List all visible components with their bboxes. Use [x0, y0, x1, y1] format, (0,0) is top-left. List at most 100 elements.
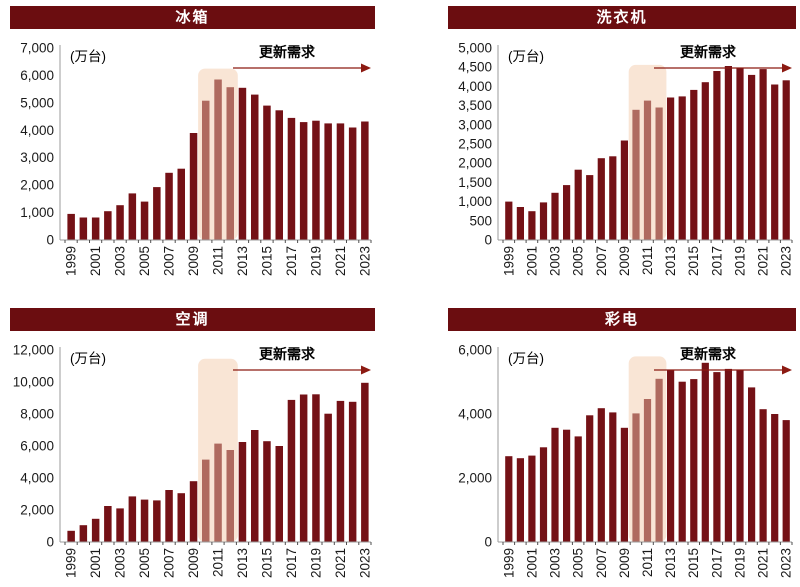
y-tick-label: 1,500 [458, 175, 492, 190]
chart-panel-washing-machine: 洗衣机 0 500 1,000 1,500 2,000 2,500 3,000 3,500 4,… [400, 0, 800, 294]
bar-2023 [361, 382, 369, 542]
bar-2015 [263, 105, 271, 240]
x-tick-label: 2017 [284, 548, 299, 578]
bar-2002 [539, 447, 548, 542]
x-tick-label: 2005 [571, 548, 586, 578]
bar-2005 [140, 499, 149, 542]
chart-panel-color-tv: 彩电 0 2,000 4,000 6,000 1999 2001 2003 2005 2007 2… [400, 294, 800, 587]
x-tick-label: 2009 [617, 246, 632, 276]
bar-2013 [667, 97, 675, 240]
bar-2010 [202, 100, 210, 240]
annotation-arrow-head [782, 365, 792, 375]
bar-2004 [563, 185, 571, 240]
x-tick-label: 2011 [211, 246, 226, 275]
y-tick-label: 4,000 [458, 407, 492, 422]
bar-2023 [782, 420, 790, 542]
bar-2003 [551, 192, 559, 240]
x-tick-label: 2021 [756, 246, 771, 276]
bar-2000 [79, 217, 88, 240]
chart-panel-refrigerator: 冰箱 0 1,000 2,000 3,000 4,000 5,000 6,000 7,000 1… [0, 0, 400, 294]
y-tick-label: 0 [46, 233, 54, 248]
bar-2017 [713, 372, 721, 542]
bar-2007 [597, 408, 605, 542]
x-tick-label: 2021 [333, 246, 348, 276]
x-tick-label: 2013 [663, 548, 678, 578]
bar-2014 [251, 430, 259, 542]
annotation-label: 更新需求 [680, 44, 737, 60]
x-tick-label: 2013 [235, 548, 250, 578]
x-tick-label: 1999 [64, 246, 79, 276]
y-tick-label: 4,500 [458, 60, 492, 75]
bar-2016 [701, 82, 709, 240]
bar-2007 [165, 172, 173, 240]
bar-2001 [91, 217, 100, 240]
x-tick-label: 2021 [756, 548, 771, 578]
y-tick-label: 5,000 [458, 41, 492, 56]
bar-2006 [586, 175, 594, 240]
bar-2011 [214, 79, 222, 240]
x-tick-label: 2007 [162, 246, 177, 276]
x-tick-label: 2023 [357, 548, 372, 578]
bar-2015 [690, 89, 698, 241]
bar-2007 [165, 490, 173, 542]
bar-2019 [312, 120, 320, 240]
y-tick-label: 4,000 [20, 471, 54, 486]
y-tick-label: 3,000 [458, 117, 492, 132]
annotation-label: 更新需求 [680, 346, 737, 362]
x-tick-label: 2009 [617, 548, 632, 578]
bar-2000 [79, 525, 88, 542]
chart-title-color-tv: 彩电 [448, 308, 796, 331]
bar-2011 [214, 443, 222, 542]
bar-2017 [287, 117, 296, 240]
annotation-arrow-head [361, 63, 371, 73]
bar-2007 [597, 158, 605, 240]
bar-2004 [128, 496, 137, 542]
bar-2001 [91, 518, 100, 542]
bar-2008 [177, 493, 185, 542]
bar-2023 [782, 80, 790, 240]
bar-2010 [632, 109, 640, 240]
y-tick-label: 2,000 [458, 156, 492, 171]
bar-2017 [713, 71, 721, 240]
bar-2013 [667, 370, 675, 542]
bar-2015 [690, 379, 698, 542]
bar-2003 [116, 508, 124, 542]
bar-2011 [643, 100, 652, 240]
chart-panel-air-conditioner: 空调 0 2,000 4,000 6,000 8,000 10,000 12,000 1999… [0, 294, 400, 587]
bar-2018 [724, 66, 732, 240]
bar-2000 [516, 458, 524, 542]
annotation-label: 更新需求 [259, 346, 316, 362]
bar-2009 [620, 427, 628, 542]
chart-title-refrigerator: 冰箱 [10, 6, 375, 29]
x-tick-label: 2019 [733, 548, 748, 578]
bar-2021 [336, 123, 345, 240]
y-tick-label: 2,000 [20, 178, 54, 193]
chart-title-air-conditioner: 空调 [10, 308, 375, 331]
bar-chart-air-conditioner: 0 2,000 4,000 6,000 8,000 10,000 12,000 1999 200… [13, 343, 373, 579]
x-tick-label: 2005 [137, 246, 152, 276]
x-tick-label: 2005 [137, 548, 152, 578]
x-tick-label: 1999 [501, 246, 516, 276]
y-tick-label: 4,000 [20, 123, 54, 138]
x-tick-label: 2019 [308, 246, 323, 276]
bar-2022 [771, 84, 779, 240]
y-tick-label: 3,500 [458, 98, 492, 113]
bar-2016 [701, 362, 709, 542]
y-tick-label: 0 [46, 535, 54, 550]
bar-chart-washing-machine: 0 500 1,000 1,500 2,000 2,500 3,000 3,500 4,000 4… [458, 41, 793, 277]
bar-2020 [748, 387, 756, 542]
y-tick-label: 0 [484, 535, 492, 550]
bar-2009 [189, 133, 198, 240]
y-tick-label: 2,000 [20, 503, 54, 518]
bar-2021 [759, 69, 767, 240]
annotation-arrow-head [782, 63, 792, 73]
y-tick-label: 8,000 [20, 407, 54, 422]
bar-2015 [263, 441, 271, 542]
bar-2022 [348, 127, 357, 240]
bar-2012 [226, 450, 234, 542]
bar-2000 [516, 207, 524, 240]
bar-2012 [655, 107, 663, 240]
x-tick-label: 2001 [88, 246, 103, 276]
bar-2009 [620, 140, 628, 240]
